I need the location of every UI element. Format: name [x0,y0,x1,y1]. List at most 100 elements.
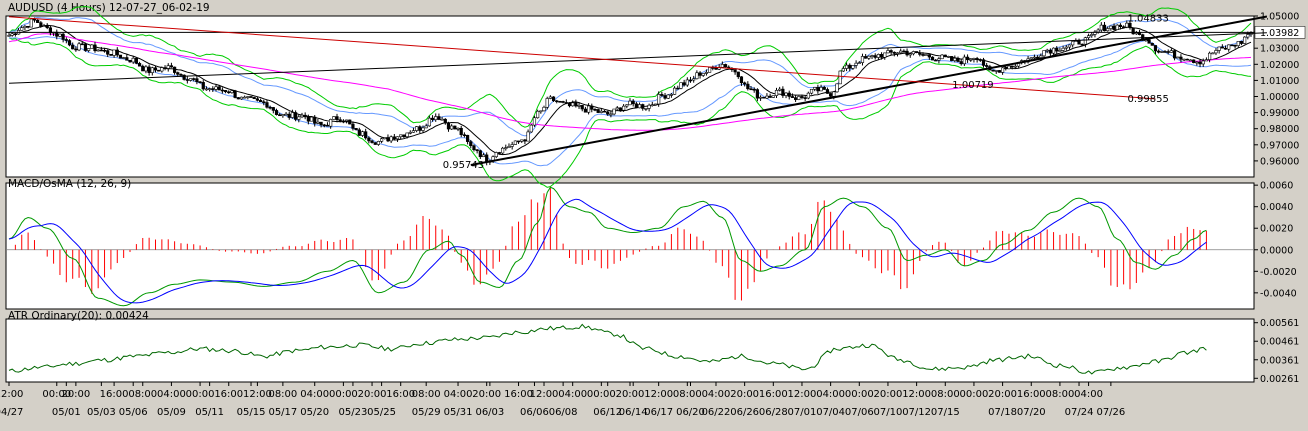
envelope-lower [8,37,1252,188]
candle-body [188,78,193,81]
candle-body [478,150,482,158]
candle-body [1048,49,1052,54]
candle-body [1134,32,1138,35]
candle-body [962,56,966,65]
x-date-label: 05/17 [268,407,297,418]
candle-body [634,103,638,109]
candle-body [1204,59,1209,62]
candle-body [109,53,113,56]
candle-body [746,83,750,90]
candle-body [523,139,527,142]
candle-body [1051,47,1056,54]
candle-body [1083,37,1087,45]
x-time-label: 04:00 [702,389,731,400]
candle-body [1055,47,1059,52]
candle-body [96,49,100,52]
candle-body [1039,55,1043,58]
candle-body [1128,22,1132,29]
x-time-label: 20:00 [874,389,903,400]
candle-body [586,105,591,113]
candle-body [45,25,49,29]
candle-body [185,79,189,81]
candle-body [125,57,129,61]
candle-body [969,58,973,61]
candle-body [816,87,820,92]
candle-body [510,144,514,147]
candle-body [462,134,467,137]
candle-body [790,96,795,98]
candle-body [749,88,753,91]
candle-body [723,64,728,68]
x-date-label: 06/26 [730,407,759,418]
x-time-label: 12:00 [243,389,272,400]
x-date-label: 05/20 [300,407,329,418]
price-ytick-label: 1.03000 [1260,44,1299,55]
candle-body [20,27,24,31]
candle-body [421,127,425,131]
x-date-label: 07/18 [988,407,1017,418]
candle-body [1239,41,1244,44]
x-date-label: 04/27 [0,407,23,418]
candle-body [1236,41,1240,46]
candle-body [376,141,381,145]
candle-body [606,111,610,115]
candle-body [93,44,97,52]
candle-body [341,120,345,123]
x-time-label: 00:00 [186,389,215,400]
candle-body [1032,56,1037,59]
candle-body [551,96,556,102]
candle-body [609,113,613,116]
x-time-label: 00:00 [329,389,358,400]
candle-body [287,113,291,118]
price-annotation: 0.99855 [1127,94,1168,105]
candle-body [1208,52,1212,60]
macd-ytick-label: -0.0040 [1260,288,1297,299]
candle-body [13,33,17,36]
candle-body [23,25,27,28]
candle-body [1153,45,1158,52]
candle-body [106,50,110,55]
macd-ytick-label: 0.0020 [1260,224,1293,235]
candle-body [309,116,314,122]
x-date-label: 06/08 [549,407,578,418]
candle-body [1109,25,1113,29]
candle-body [1077,40,1081,45]
candle-body [402,134,406,137]
x-time-label: 08:00 [1046,389,1075,400]
candle-body [672,87,677,95]
candle-body [771,95,775,98]
candle-body [472,145,476,151]
x-date-label: 05/09 [157,407,186,418]
candle-body [344,119,349,122]
candle-body [48,27,52,34]
x-time-label: 20:00 [616,389,645,400]
price-line-label: 1.03982 [1260,28,1299,39]
candle-body [501,147,505,154]
candle-body [590,105,594,110]
candle-body [367,137,371,142]
candle-body [787,92,791,97]
candle-body [854,62,858,66]
candle-body [577,105,581,107]
candle-body [1064,46,1068,49]
x-time-label: 00:00 [587,389,616,400]
trendline-resistance [8,16,1156,100]
candle-body [278,114,282,117]
candle-body [911,51,916,55]
x-time-label: 20:00 [358,389,387,400]
price-ytick-label: 1.05000 [1260,12,1299,23]
candle-body [985,65,989,67]
x-date-label: 06/06 [520,407,549,418]
candle-body [1118,24,1123,28]
candle-body [450,125,454,130]
candle-body [497,152,502,154]
candle-body [122,57,126,59]
candle-body [851,65,855,69]
candle-body [192,78,196,80]
candle-body [1223,47,1228,50]
candle-body [1029,57,1033,60]
x-date-label: 05/31 [444,407,473,418]
candle-body [892,51,896,54]
candle-body [841,68,845,72]
